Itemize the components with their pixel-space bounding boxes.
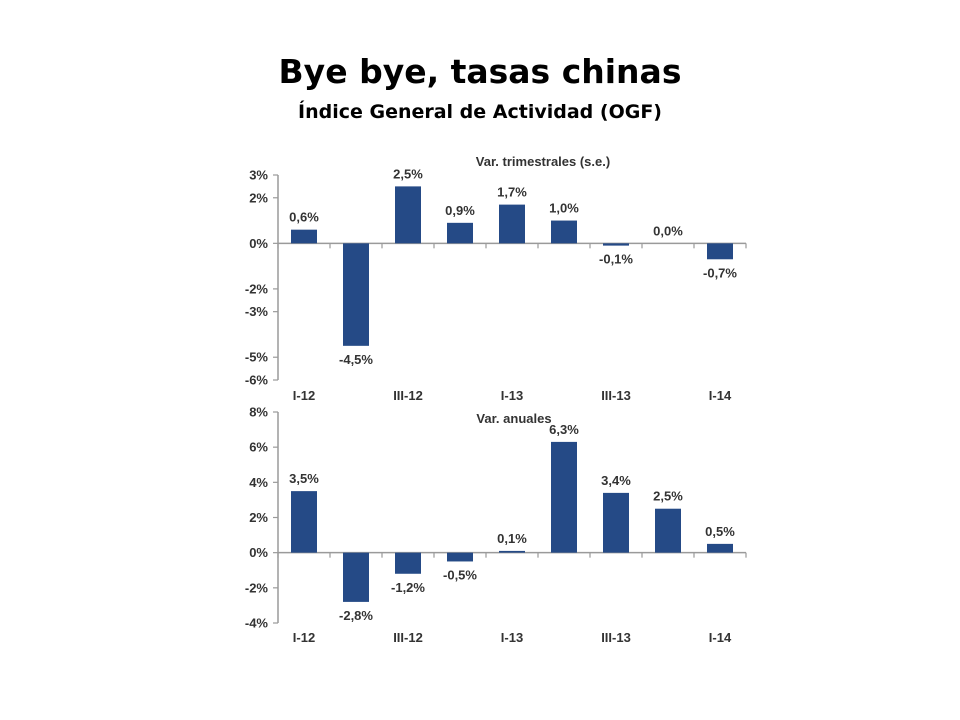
- bar: [395, 552, 421, 574]
- bar: [395, 186, 421, 244]
- x-tick-label: I-13: [501, 388, 523, 403]
- data-label: 0,9%: [445, 203, 475, 218]
- data-label: 1,7%: [497, 185, 527, 200]
- bar: [603, 492, 629, 553]
- data-label: 0,0%: [653, 223, 683, 238]
- x-tick-label: III-13: [601, 388, 631, 403]
- x-tick-label: III-12: [393, 388, 423, 403]
- y-tick-label: -2%: [245, 281, 269, 296]
- y-tick-label: -4%: [245, 616, 269, 631]
- y-tick-label: 0%: [249, 236, 268, 251]
- data-label: -1,2%: [391, 580, 425, 595]
- data-label: -0,7%: [703, 265, 737, 280]
- x-tick-label: I-13: [501, 630, 523, 645]
- y-tick-label: 4%: [249, 475, 268, 490]
- bar: [551, 220, 577, 244]
- bar: [447, 222, 473, 244]
- x-tick-label: I-14: [709, 630, 732, 645]
- bar: [499, 550, 525, 553]
- chart-title: Var. anuales: [476, 411, 551, 426]
- data-label: -0,1%: [599, 252, 633, 267]
- data-label: 1,0%: [549, 201, 579, 216]
- bar: [551, 441, 577, 553]
- bar: [655, 508, 681, 553]
- y-tick-label: 8%: [249, 405, 268, 420]
- data-label: -0,5%: [443, 567, 477, 582]
- data-label: 2,5%: [653, 489, 683, 504]
- y-tick-label: -3%: [245, 304, 269, 319]
- bar: [291, 491, 317, 553]
- data-label: -2,8%: [339, 608, 373, 623]
- bar: [343, 243, 369, 346]
- bar: [707, 543, 733, 553]
- y-tick-label: 3%: [249, 168, 268, 183]
- x-tick-label: I-12: [293, 630, 315, 645]
- bar: [707, 243, 733, 260]
- bar: [603, 243, 629, 246]
- slide-title: Bye bye, tasas chinas: [278, 52, 682, 91]
- y-tick-label: 2%: [249, 190, 268, 205]
- bar: [343, 552, 369, 602]
- y-tick-label: -2%: [245, 580, 269, 595]
- data-label: 3,4%: [601, 473, 631, 488]
- x-tick-label: I-12: [293, 388, 315, 403]
- data-label: -4,5%: [339, 352, 373, 367]
- x-tick-label: III-12: [393, 630, 423, 645]
- bar: [291, 229, 317, 244]
- y-tick-label: 0%: [249, 545, 268, 560]
- data-label: 3,5%: [289, 471, 319, 486]
- data-label: 2,5%: [393, 166, 423, 181]
- bar: [447, 552, 473, 562]
- data-label: 0,5%: [705, 524, 735, 539]
- slide-subtitle: Índice General de Actividad (OGF): [298, 101, 662, 123]
- y-tick-label: 6%: [249, 440, 268, 455]
- x-tick-label: I-14: [709, 388, 732, 403]
- y-tick-label: -5%: [245, 350, 269, 365]
- x-tick-label: III-13: [601, 630, 631, 645]
- y-tick-label: -6%: [245, 373, 269, 388]
- data-label: 0,1%: [497, 531, 527, 546]
- data-label: 6,3%: [549, 422, 579, 437]
- bar: [499, 204, 525, 244]
- chart-title: Var. trimestrales (s.e.): [476, 154, 610, 169]
- y-tick-label: 2%: [249, 510, 268, 525]
- data-label: 0,6%: [289, 210, 319, 225]
